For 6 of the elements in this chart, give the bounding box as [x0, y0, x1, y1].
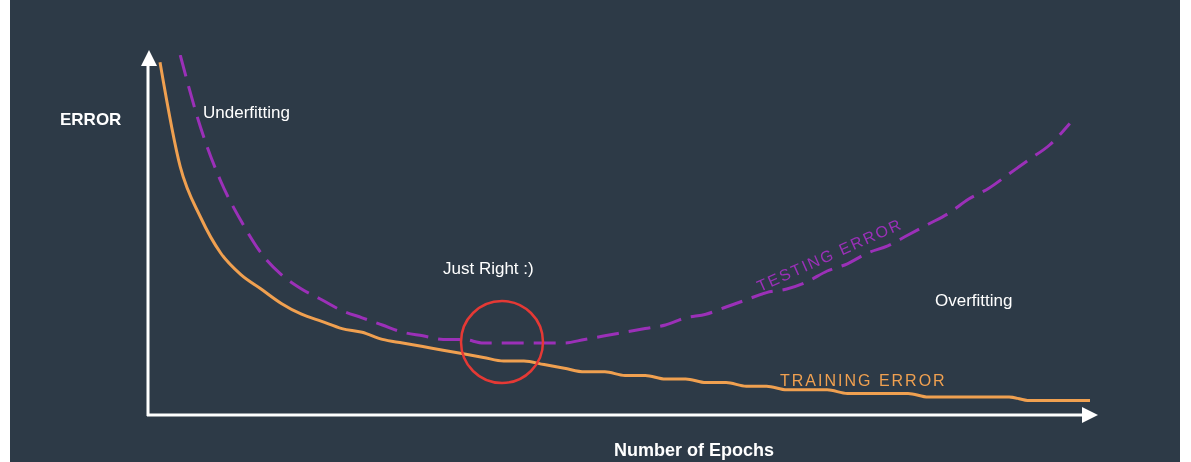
annotation: Underfitting: [203, 103, 290, 122]
annotation: Just Right :): [443, 259, 534, 278]
series-label: TRAINING ERROR: [780, 372, 947, 389]
x-axis-title: Number of Epochs: [613, 440, 775, 460]
annotation: Overfitting: [935, 291, 1013, 310]
y-axis-title: ERROR: [60, 110, 122, 129]
